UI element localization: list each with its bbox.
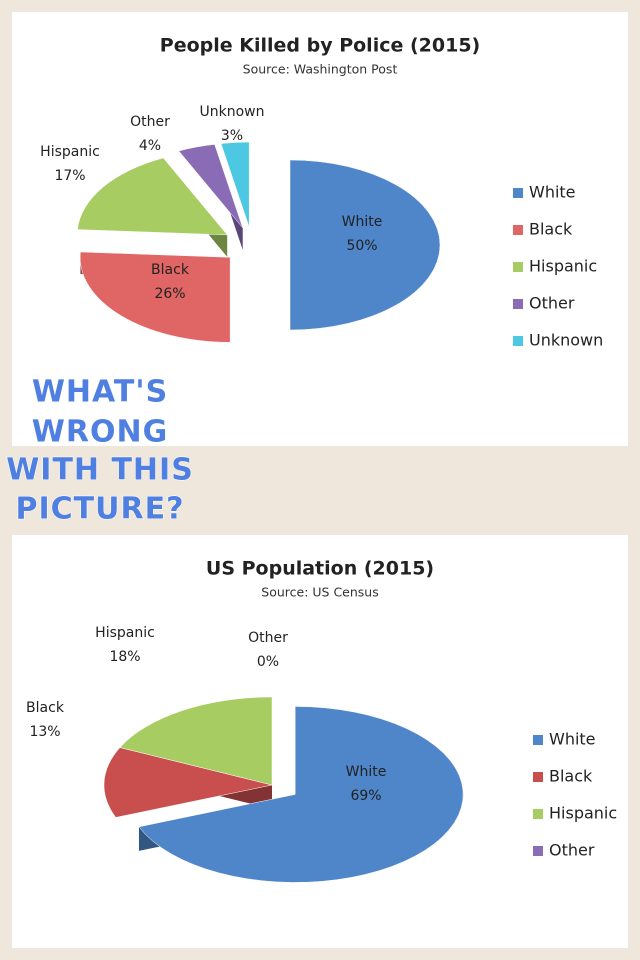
slice-value-label: 4% — [139, 138, 161, 154]
legend-label: Hispanic — [529, 257, 597, 276]
legend-swatch — [533, 846, 543, 856]
slice-value-label: 13% — [29, 724, 60, 740]
legend-label: Other — [529, 294, 575, 313]
legend-label: Unknown — [529, 331, 603, 350]
legend-swatch — [513, 262, 523, 272]
caption-line: WRONG — [32, 415, 168, 450]
pie-slices — [103, 696, 464, 883]
legend-label: Hispanic — [549, 804, 617, 823]
chart-subtitle: Source: US Census — [261, 585, 378, 600]
pie-slices — [77, 141, 441, 343]
slice-label: Black — [151, 262, 190, 278]
chart-subtitle: Source: Washington Post — [243, 62, 398, 77]
caption-line: WITH THIS — [6, 453, 194, 488]
legend-swatch — [513, 299, 523, 309]
slice-label: Hispanic — [40, 144, 100, 160]
legend-swatch — [513, 188, 523, 198]
chart-title: US Population (2015) — [206, 558, 434, 580]
pie-slice — [138, 706, 464, 883]
legend-label: Other — [549, 841, 595, 860]
slice-value-label: 50% — [346, 238, 377, 254]
slice-value-label: 0% — [257, 654, 279, 670]
slice-label: White — [346, 764, 387, 780]
pie-slice — [289, 159, 441, 331]
slice-value-label: 26% — [154, 286, 185, 302]
legend-label: White — [549, 730, 596, 749]
legend-swatch — [513, 225, 523, 235]
charts: People Killed by Police (2015) Source: Wa… — [26, 35, 617, 907]
legend-label: White — [529, 183, 576, 202]
legend-swatch — [533, 735, 543, 745]
slice-label: White — [342, 214, 383, 230]
chart-title: People Killed by Police (2015) — [160, 35, 480, 57]
pie-slice — [119, 696, 273, 786]
slice-label: Other — [248, 630, 288, 646]
slice-value-label: 3% — [221, 128, 243, 144]
slice-value-label: 18% — [109, 649, 140, 665]
pie-slice — [103, 747, 273, 818]
legend-label: Black — [529, 220, 573, 239]
slice-label: Unknown — [200, 104, 265, 120]
slice-value-label: 17% — [54, 168, 85, 184]
legend-swatch — [513, 336, 523, 346]
pie-slice — [220, 141, 250, 228]
legend-swatch — [533, 772, 543, 782]
slice-label: Black — [26, 700, 65, 716]
pie-slice — [77, 157, 228, 236]
pie-slice — [178, 144, 243, 229]
legend-label: Black — [549, 767, 593, 786]
legend-swatch — [533, 809, 543, 819]
slice-label: Other — [130, 114, 170, 130]
slice-value-label: 69% — [350, 788, 381, 804]
caption-line: WHAT'S — [32, 375, 168, 410]
slice-label: Hispanic — [95, 625, 155, 641]
pie-slice — [79, 251, 231, 343]
caption-line: PICTURE? — [16, 492, 185, 527]
